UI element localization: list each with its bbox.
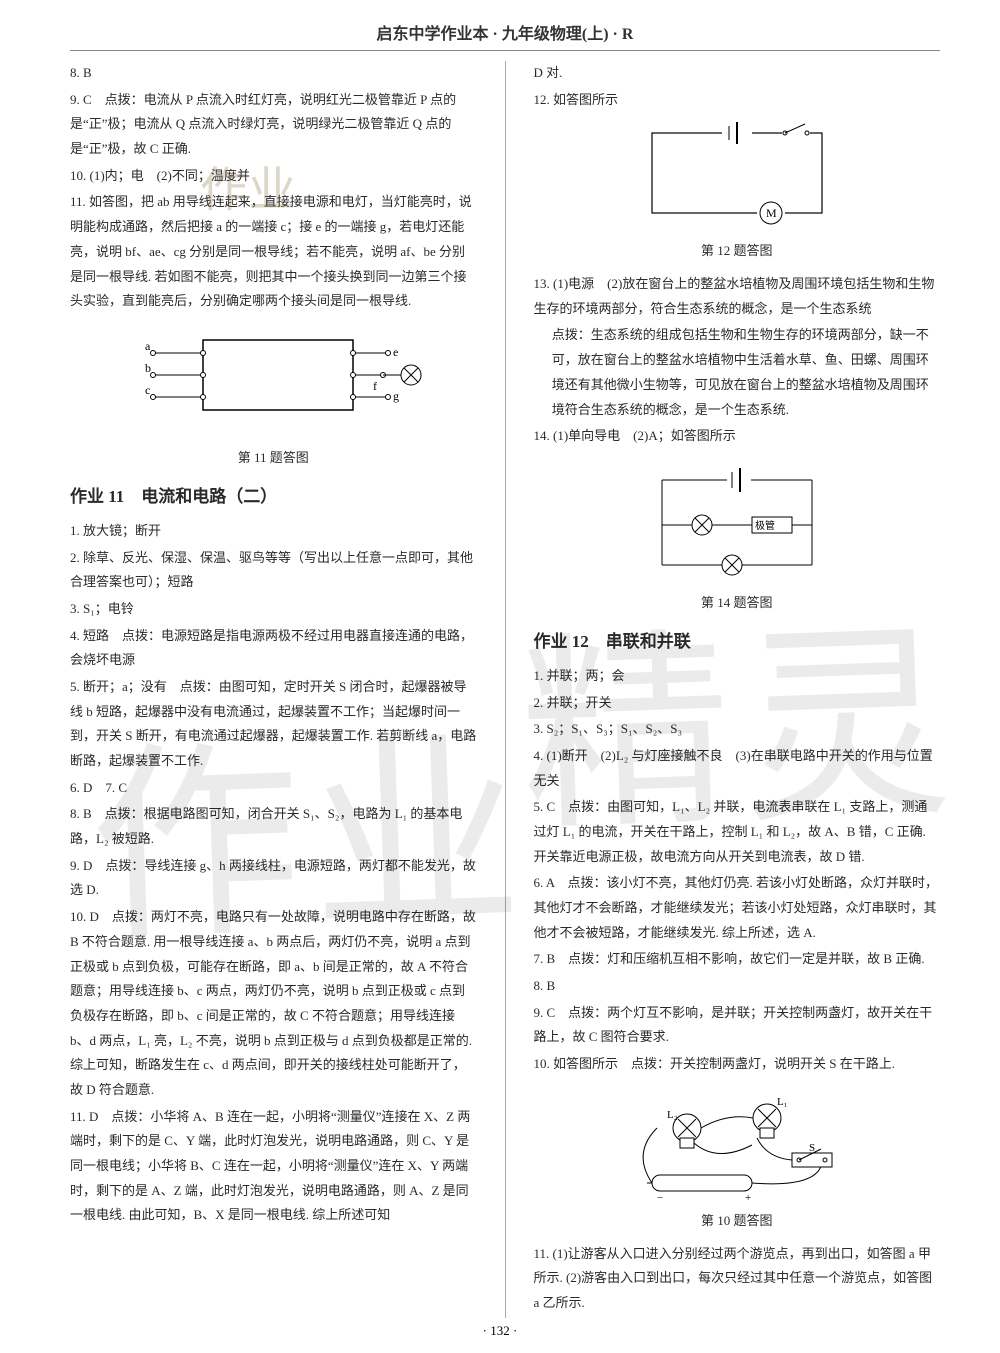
s11-q5: 5. 断开；a；没有 点拨：由图可知，定时开关 S 闭合时，起爆器被导线 b 短… — [70, 675, 477, 774]
two-column-layout: 8. B 9. C 点拨：电流从 P 点流入时红灯亮，说明红光二极管靠近 P 点… — [70, 61, 940, 1318]
ans-10: 10. (1)内；电 (2)不同；温度并 — [70, 164, 477, 189]
s11-q3: 3. S₁；电铃 — [70, 597, 477, 622]
svg-text:极管: 极管 — [755, 519, 775, 532]
cont-d: D 对. — [534, 61, 941, 86]
svg-text:b: b — [145, 361, 151, 375]
s12-q7: 7. B 点拨：灯和压缩机互相不影响，故它们一定是并联，故 B 正确. — [534, 947, 941, 972]
ans-13b: 点拨：生态系统的组成包括生物和生物生存的环境两部分，缺一不可，放在窗台上的整盆水… — [534, 323, 941, 422]
s11-q11: 11. D 点拨：小华将 A、B 连在一起，小明将“测量仪”连接在 X、Z 两端… — [70, 1105, 477, 1228]
s12-q2: 2. 并联；开关 — [534, 691, 941, 716]
page-header: 启东中学作业本 · 九年级物理(上) · R — [70, 20, 940, 51]
ans-8: 8. B — [70, 61, 477, 86]
figure-11-caption: 第 11 题答图 — [70, 446, 477, 471]
s11-q9: 9. D 点拨：导线连接 g、h 两接线柱，电源短路，两灯都不能发光，故选 D. — [70, 854, 477, 903]
svg-text:S: S — [809, 1142, 815, 1154]
section-12-title: 作业 12 串联和并联 — [534, 626, 941, 658]
svg-text:c: c — [145, 383, 150, 397]
left-column: 8. B 9. C 点拨：电流从 P 点流入时红灯亮，说明红光二极管靠近 P 点… — [70, 61, 477, 1318]
s12-q9: 9. C 点拨：两个灯互不影响，是并联；开关控制两盏灯，故开关在干路上，故 C … — [534, 1001, 941, 1050]
svg-text:e: e — [393, 345, 398, 359]
s12-q8: 8. B — [534, 974, 941, 999]
svg-text:a: a — [145, 339, 151, 353]
svg-text:f: f — [373, 379, 377, 393]
page-number: · 132 · — [0, 1323, 1000, 1339]
s11-q6-7: 6. D 7. C — [70, 776, 477, 801]
s11-q8: 8. B 点拨：根据电路图可知，闭合开关 S₁、S₂，电路为 L₁ 的基本电路，… — [70, 802, 477, 851]
s12-q3: 3. S₂；S₁、S₃；S₁、S₂、S₃ — [534, 717, 941, 742]
s11-q10: 10. D 点拨：两灯不亮，电路只有一处故障，说明电路中存在断路，故 B 不符合… — [70, 905, 477, 1103]
s12-q1: 1. 并联；两；会 — [534, 664, 941, 689]
figure-12-caption: 第 12 题答图 — [534, 239, 941, 264]
figure-11: a b c e f g — [70, 320, 477, 440]
column-divider — [505, 61, 506, 1318]
s12-q4: 4. (1)断开 (2)L₂ 与灯座接触不良 (3)在串联电路中开关的作用与位置… — [534, 744, 941, 793]
s11-q2: 2. 除草、反光、保湿、保温、驱鸟等等（写出以上任意一点即可，其他合理答案也可）… — [70, 546, 477, 595]
svg-text:g: g — [393, 389, 399, 403]
ans-12: 12. 如答图所示 — [534, 88, 941, 113]
ans-13: 13. (1)电源 (2)放在窗台上的整盆水培植物及周围环境包括生物和生物生存的… — [534, 272, 941, 321]
s11-q4: 4. 短路 点拨：电源短路是指电源两极不经过用电器直接连通的电路，会烧坏电源 — [70, 624, 477, 673]
figure-10: − + S L₁ — [534, 1083, 941, 1203]
ans-11: 11. 如答图，把 ab 用导线连起来，直接接电源和电灯，当灯能亮时，说明能构成… — [70, 190, 477, 313]
s11-q1: 1. 放大镜；断开 — [70, 519, 477, 544]
ans-13-hint: 点拨：生态系统的组成包括生物和生物生存的环境两部分，缺一不可，放在窗台上的整盆水… — [534, 323, 941, 422]
figure-10-caption: 第 10 题答图 — [534, 1209, 941, 1234]
right-column: D 对. 12. 如答图所示 M — [534, 61, 941, 1318]
svg-text:L₁: L₁ — [777, 1096, 788, 1108]
s12-q11: 11. (1)让游客从入口进入分别经过两个游览点，再到出口，如答图 a 甲所示.… — [534, 1242, 941, 1316]
figure-14-caption: 第 14 题答图 — [534, 591, 941, 616]
figure-12: M — [534, 118, 941, 233]
section-11-title: 作业 11 电流和电路（二） — [70, 481, 477, 513]
ans-9: 9. C 点拨：电流从 P 点流入时红灯亮，说明红光二极管靠近 P 点的是“正”… — [70, 88, 477, 162]
svg-text:−: − — [657, 1192, 663, 1203]
s12-q10: 10. 如答图所示 点拨：开关控制两盏灯，说明开关 S 在干路上. — [534, 1052, 941, 1077]
svg-text:M: M — [766, 206, 777, 220]
figure-14: 极管 — [534, 455, 941, 585]
s12-q6: 6. A 点拨：该小灯不亮，其他灯仍亮. 若该小灯处断路，众灯并联时，其他灯才不… — [534, 871, 941, 945]
svg-text:L₂: L₂ — [667, 1109, 678, 1121]
ans-14: 14. (1)单向导电 (2)A；如答图所示 — [534, 424, 941, 449]
svg-text:+: + — [745, 1192, 751, 1203]
s12-q5: 5. C 点拨：由图可知，L₁、L₂ 并联，电流表串联在 L₁ 支路上，测通过灯… — [534, 795, 941, 869]
